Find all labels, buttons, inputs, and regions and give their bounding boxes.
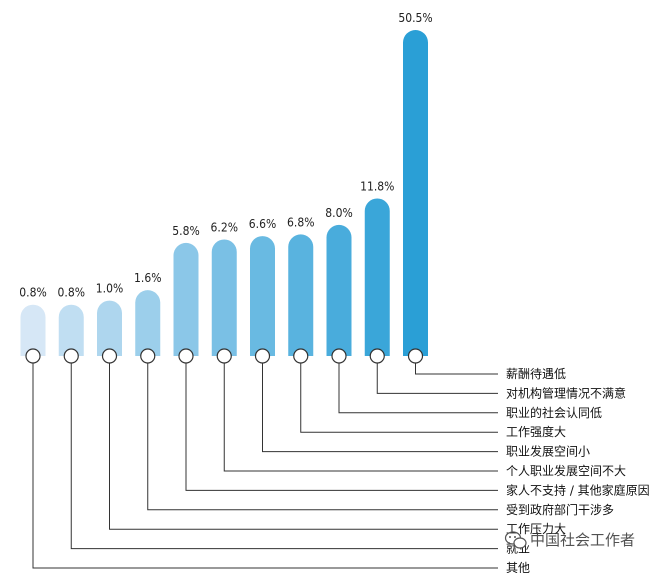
bar-marker-2 [63, 348, 79, 364]
connector-line-4 [147, 363, 498, 511]
bar-marker-3 [101, 348, 118, 364]
bar-9 [326, 224, 352, 356]
category-label-5: 家人不支持 / 其他家庭原因 [506, 482, 650, 497]
watermark: 中国社会工作者 [504, 531, 635, 549]
bar-marker-1 [25, 348, 41, 364]
category-label-1: 其他 [506, 561, 530, 573]
connectors-layer [32, 363, 498, 569]
connector-line-11 [415, 363, 498, 375]
bar-marker-11 [407, 348, 424, 364]
bar-7 [250, 236, 275, 356]
bar-11 [403, 29, 428, 356]
bar-marker-9 [331, 348, 347, 364]
bar-marker-5 [178, 348, 194, 364]
bar-marker-10 [369, 348, 385, 364]
category-label-11: 薪酬待遇低 [506, 367, 566, 381]
connector-line-1 [32, 363, 498, 569]
bar-3 [97, 300, 122, 356]
value-label-7: 6.6% [249, 217, 276, 231]
connector-line-3 [109, 363, 498, 530]
value-label-8: 6.8% [287, 215, 314, 229]
bar-5 [173, 242, 199, 356]
category-label-7: 职业发展空间小 [506, 444, 590, 459]
category-label-4: 受到政府部门干涉多 [506, 502, 614, 517]
bars-layer [20, 29, 428, 356]
bar-2 [58, 304, 84, 356]
bar-marker-4 [140, 348, 156, 364]
category-label-8: 工作强度大 [506, 424, 566, 439]
value-label-11: 50.5% [398, 11, 432, 25]
markers-layer [25, 348, 424, 364]
value-label-2: 0.8% [58, 286, 85, 300]
category-label-9: 职业的社会认同低 [506, 405, 602, 420]
value-label-5: 5.8% [172, 224, 199, 238]
connector-line-10 [376, 363, 498, 394]
value-label-1: 0.8% [19, 286, 46, 300]
bar-1 [20, 304, 46, 356]
value-label-6: 6.2% [211, 220, 238, 234]
bar-6 [211, 239, 237, 356]
category-label-6: 个人职业发展空间不大 [506, 463, 626, 478]
bar-8 [288, 234, 314, 356]
connector-line-2 [70, 363, 498, 550]
connector-line-7 [262, 363, 498, 453]
bar-marker-8 [293, 348, 309, 364]
value-label-10: 11.8% [360, 179, 394, 193]
value-label-9: 8.0% [325, 206, 352, 220]
value-label-3: 1.0% [96, 282, 123, 296]
bar-4 [135, 290, 161, 356]
bar-marker-7 [254, 348, 271, 364]
category-label-3: 工作压力大 [506, 522, 566, 536]
connector-line-6 [223, 363, 498, 472]
category-label-10: 对机构管理情况不满意 [506, 385, 626, 400]
watermark-text: 中国社会工作者 [530, 531, 635, 549]
value-labels-layer: 0.8% 0.8% 1.0% 1.6% 5.8% 6.2% 6.6% 6.8% 8.0% 11.8… [19, 11, 432, 300]
bar-marker-6 [216, 348, 232, 364]
connector-line-5 [185, 363, 498, 491]
connector-line-8 [300, 363, 498, 433]
connector-line-9 [338, 363, 498, 414]
bar-10 [364, 198, 390, 356]
wechat-icon [504, 531, 527, 549]
value-label-4: 1.6% [134, 271, 161, 285]
